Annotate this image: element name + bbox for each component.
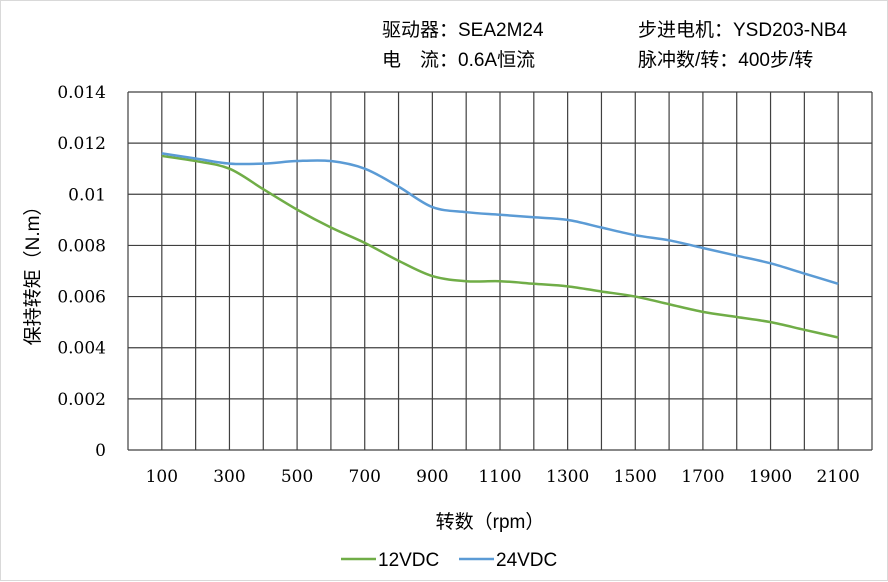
x-tick-label: 1700 <box>681 467 724 487</box>
x-tick-label: 1300 <box>546 467 589 487</box>
legend-label-24VDC: 24VDC <box>496 550 557 571</box>
y-tick-label: 0.014 <box>57 83 106 103</box>
x-axis-label: 转数（rpm） <box>436 511 545 533</box>
x-tick-label: 700 <box>349 467 381 487</box>
y-tick-label: 0.004 <box>57 339 106 359</box>
x-tick-label: 1100 <box>478 467 521 487</box>
x-tick-label: 100 <box>146 467 178 487</box>
legend-label-12VDC: 12VDC <box>378 550 439 571</box>
current-label: 电 流：0.6A恒流 <box>382 50 536 71</box>
y-axis-label: 保持转矩（N.m） <box>22 197 44 346</box>
y-tick-label: 0.002 <box>57 390 106 410</box>
x-tick-label: 500 <box>281 467 313 487</box>
driver-label: 驱动器：SEA2M24 <box>382 20 544 41</box>
y-tick-label: 0.008 <box>57 236 106 256</box>
x-tick-label: 1500 <box>614 467 657 487</box>
y-tick-label: 0.012 <box>57 134 106 154</box>
y-tick-label: 0 <box>95 441 106 461</box>
pulses-label: 脉冲数/转：400步/转 <box>638 50 814 71</box>
series-line-24VDC <box>161 152 839 285</box>
motor-label: 步进电机：YSD203-NB4 <box>638 20 848 41</box>
y-tick-label: 0.006 <box>57 288 106 308</box>
x-tick-label: 1900 <box>749 467 792 487</box>
y-tick-label: 0.01 <box>68 185 106 205</box>
series-line-12VDC <box>161 154 839 339</box>
x-tick-label: 900 <box>416 467 448 487</box>
x-tick-label: 300 <box>213 467 245 487</box>
x-tick-label: 2100 <box>817 467 860 487</box>
